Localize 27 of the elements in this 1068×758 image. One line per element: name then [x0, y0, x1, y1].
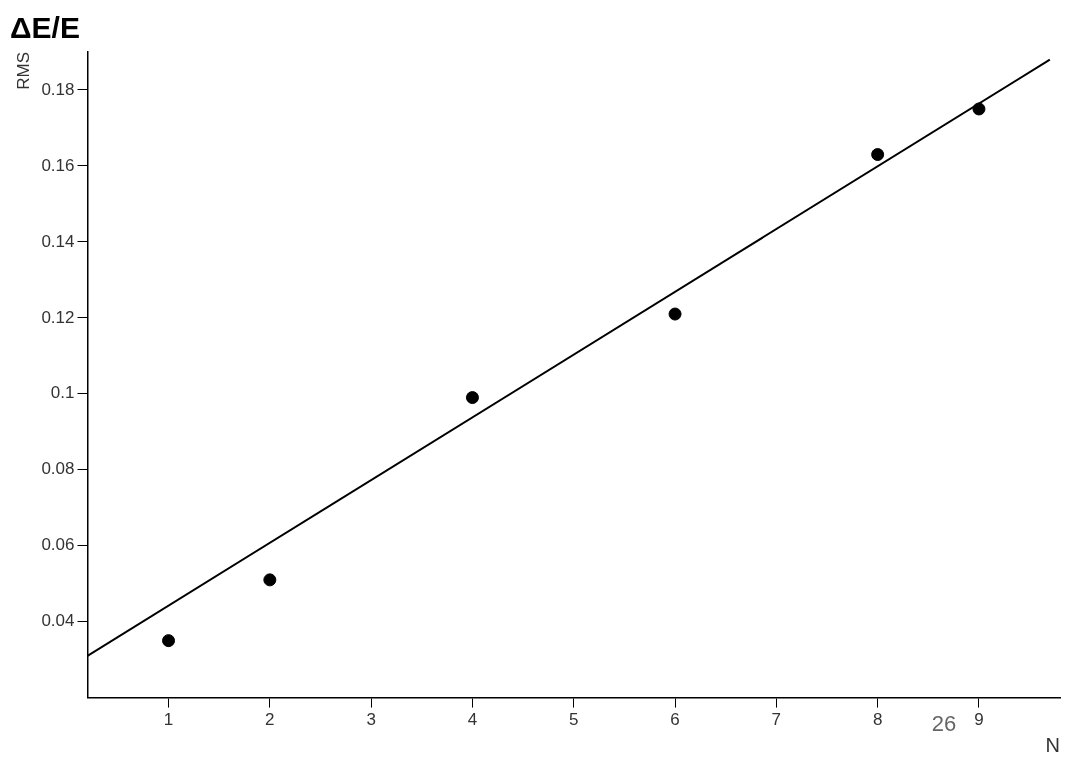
point	[668, 307, 682, 321]
x-tick-label: 1	[163, 710, 174, 730]
x-tick-label: 2	[265, 710, 275, 730]
y-tick-label: 0.12	[41, 307, 75, 327]
x-tick-label: 9	[974, 710, 984, 730]
x-tick-label: 7	[771, 710, 782, 730]
y-tick-label: 0.04	[41, 611, 75, 631]
x-tick-label: 3	[366, 710, 376, 730]
point	[972, 102, 986, 116]
point	[162, 634, 176, 648]
x-tick-label: 6	[670, 710, 680, 730]
y-tick-label: 0.18	[41, 79, 75, 99]
point	[263, 573, 277, 587]
y-tick-label: 0.1	[50, 383, 75, 403]
y-tick-label: 0.14	[41, 231, 75, 251]
y-axis-title: RMS	[13, 52, 33, 90]
x-tick-label: 5	[569, 710, 579, 730]
x-axis-title: N	[1045, 733, 1060, 756]
y-tick-label: 0.16	[41, 155, 75, 175]
x-tick-label: 8	[872, 710, 883, 730]
point	[465, 391, 479, 405]
text: 26	[931, 710, 957, 736]
y-tick-label: 0.08	[41, 459, 75, 479]
x-tick-label: 4	[467, 710, 478, 730]
chart-title: ΔE/E	[10, 11, 80, 45]
y-tick-label: 0.06	[41, 535, 75, 555]
point	[871, 148, 885, 162]
